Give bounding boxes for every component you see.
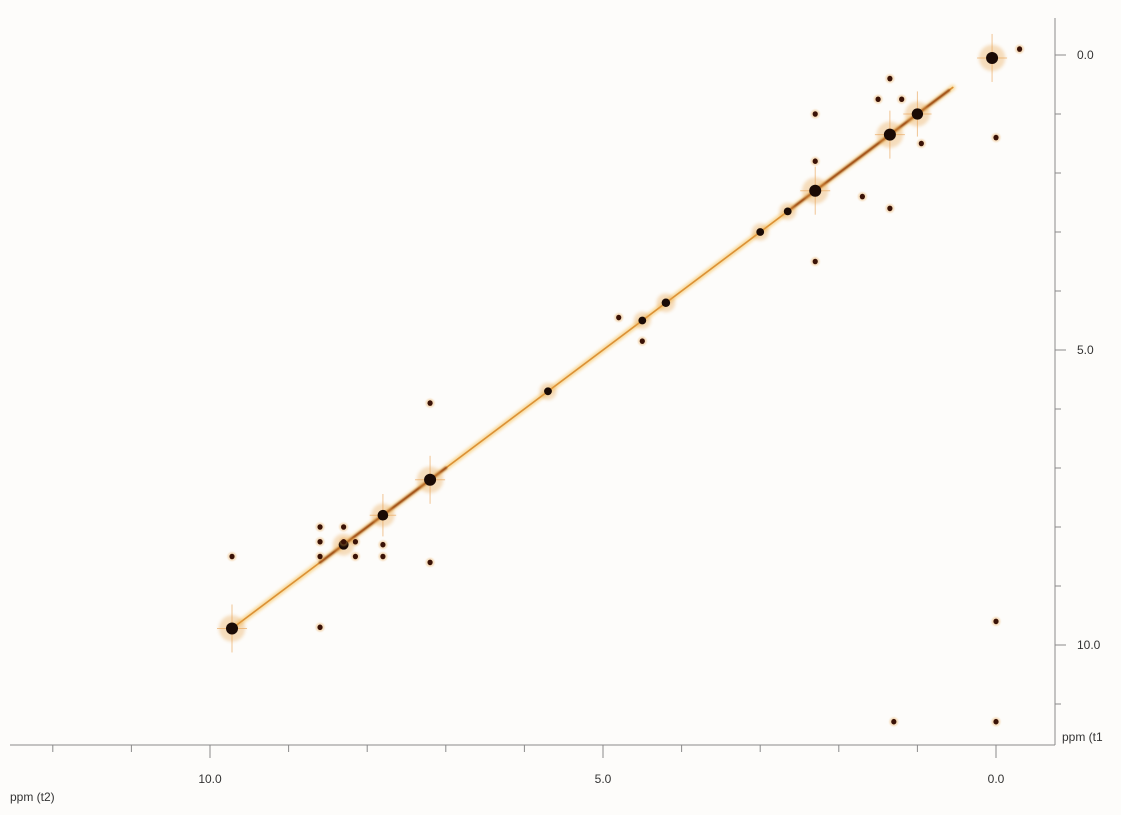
y-axis-title: ppm (t1	[1062, 730, 1103, 744]
plot-frame	[10, 18, 1056, 746]
cross-peak	[993, 618, 999, 625]
cross-peak	[317, 624, 323, 631]
cross-peak	[352, 538, 359, 545]
cross-peak	[918, 140, 924, 147]
cross-peak	[812, 258, 818, 265]
diagonal-peak	[756, 228, 765, 236]
cross-peak	[899, 96, 905, 103]
peak-layer	[217, 33, 1025, 727]
diagonal-peak	[661, 298, 671, 308]
cross-peak	[859, 193, 865, 200]
cross-peak	[887, 205, 893, 212]
cross-peak	[427, 559, 433, 566]
cross-peak	[380, 541, 386, 548]
cross-peak	[341, 524, 347, 530]
cross-peak	[887, 75, 893, 82]
diagonal-peak	[883, 128, 896, 141]
diagonal-peak	[544, 387, 552, 396]
x-tick-label: 0.0	[988, 772, 1005, 786]
x-tick-label: 5.0	[595, 772, 612, 786]
cross-peak	[317, 553, 323, 560]
x-tick-label: 10.0	[198, 772, 222, 786]
cross-peak	[891, 718, 897, 725]
cross-peak	[993, 134, 999, 141]
cross-peak	[341, 538, 347, 545]
y-tick-label: 10.0	[1077, 638, 1101, 652]
diagonal-peak	[638, 316, 647, 325]
cross-peak	[993, 718, 999, 725]
cross-peak	[875, 96, 881, 103]
cross-peak	[639, 338, 645, 344]
cross-peak	[616, 314, 622, 321]
cross-peak	[812, 111, 818, 117]
cross-peak	[317, 524, 323, 530]
cross-peak	[229, 553, 235, 560]
diagonal-peak	[377, 509, 389, 521]
y-axis: 0.0 5.0 10.0	[1055, 48, 1101, 705]
cross-peak	[1016, 46, 1023, 52]
diagonal-peak	[809, 184, 822, 197]
cross-peak	[427, 400, 433, 406]
x-axis: 10.0 5.0 0.0	[52, 745, 1005, 786]
x-axis-title: ppm (t2)	[10, 790, 55, 804]
diagonal-peak	[911, 108, 924, 120]
y-tick-label: 5.0	[1077, 343, 1094, 357]
diagonal-peak	[226, 622, 239, 635]
cross-peak	[352, 553, 359, 560]
cross-peak	[812, 158, 818, 164]
y-tick-label: 0.0	[1077, 48, 1094, 62]
diagonal-peak	[986, 51, 999, 64]
cross-peak	[317, 538, 323, 545]
diagonal-peak	[424, 473, 437, 486]
cross-peak	[380, 553, 386, 560]
diagonal-peak	[783, 207, 792, 216]
